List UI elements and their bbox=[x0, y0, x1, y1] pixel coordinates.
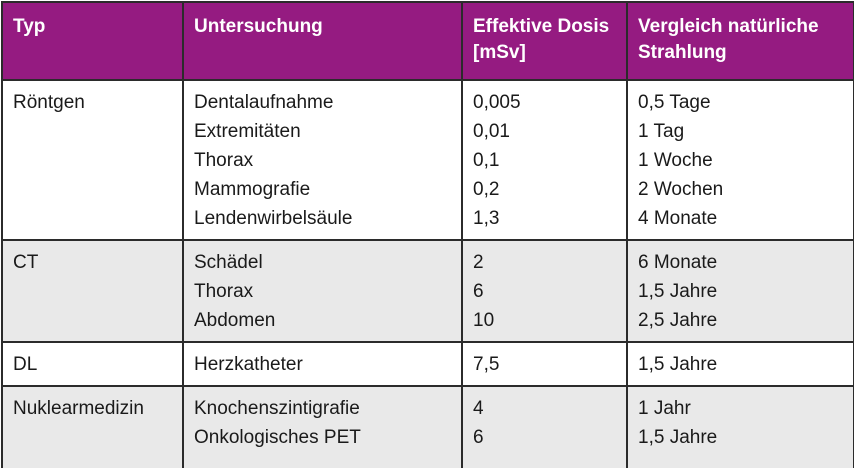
untersuchung-label: Knochenszintigrafie bbox=[194, 398, 360, 419]
vergleich-cell: 6 Monate 1,5 Jahre 2,5 Jahre bbox=[626, 239, 854, 343]
untersuchung-cell: Knochenszintigrafie Onkologisches PET bbox=[182, 385, 463, 468]
vergleich-cell: 1,5 Jahre bbox=[626, 341, 854, 387]
typ-label: DL bbox=[13, 354, 38, 375]
untersuchung-cell: Herzkatheter bbox=[182, 341, 463, 387]
dosis-value: 0,1 bbox=[473, 150, 500, 171]
column-header-untersuchung: Untersuchung bbox=[182, 1, 463, 81]
typ-cell: CT bbox=[1, 239, 184, 343]
typ-cell: DL bbox=[1, 341, 184, 387]
dosis-cell: 4 6 bbox=[461, 385, 628, 468]
typ-cell: Röntgen bbox=[1, 79, 184, 241]
column-header-vergleich: Vergleich natürliche Strahlung bbox=[626, 1, 854, 81]
table-row-roentgen: Röntgen Dentalaufnahme Extremitäten Thor… bbox=[1, 79, 854, 241]
untersuchung-label: Mammografie bbox=[194, 179, 311, 200]
vergleich-value: 1 Woche bbox=[638, 150, 713, 171]
vergleich-value: 0,5 Tage bbox=[638, 92, 711, 113]
dosis-value: 7,5 bbox=[473, 354, 500, 375]
untersuchung-label: Schädel bbox=[194, 252, 263, 273]
untersuchung-label: Onkologisches PET bbox=[194, 427, 361, 448]
dosis-value: 6 bbox=[473, 427, 484, 448]
typ-cell: Nuklearmedizin bbox=[1, 385, 184, 468]
vergleich-value: 4 Monate bbox=[638, 208, 718, 229]
table-row-nuklearmedizin: Nuklearmedizin Knochenszintigrafie Onkol… bbox=[1, 385, 854, 468]
untersuchung-label: Herzkatheter bbox=[194, 354, 303, 375]
vergleich-value: 1 Jahr bbox=[638, 398, 691, 419]
untersuchung-label: Dentalaufnahme bbox=[194, 92, 334, 113]
dosis-value: 2 bbox=[473, 252, 484, 273]
vergleich-value: 1 Tag bbox=[638, 121, 685, 142]
column-header-typ: Typ bbox=[1, 1, 184, 81]
typ-label: Röntgen bbox=[13, 92, 85, 113]
column-header-effektive-dosis: Effektive Dosis [mSv] bbox=[461, 1, 628, 81]
header-row: Typ Untersuchung Effektive Dosis [mSv] V… bbox=[1, 1, 854, 81]
vergleich-cell: 1 Jahr 1,5 Jahre bbox=[626, 385, 854, 468]
dosis-cell: 0,005 0,01 0,1 0,2 1,3 bbox=[461, 79, 628, 241]
dosis-cell: 2 6 10 bbox=[461, 239, 628, 343]
table-row-ct: CT Schädel Thorax Abdomen 2 6 10 6 Monat… bbox=[1, 239, 854, 343]
untersuchung-cell: Schädel Thorax Abdomen bbox=[182, 239, 463, 343]
vergleich-cell: 0,5 Tage 1 Tag 1 Woche 2 Wochen 4 Monate bbox=[626, 79, 854, 241]
table-row-dl: DL Herzkatheter 7,5 1,5 Jahre bbox=[1, 341, 854, 387]
dosis-value: 0,005 bbox=[473, 92, 521, 113]
untersuchung-label: Thorax bbox=[194, 281, 254, 302]
dosis-value: 6 bbox=[473, 281, 484, 302]
untersuchung-label: Lendenwirbelsäule bbox=[194, 208, 353, 229]
untersuchung-label: Abdomen bbox=[194, 310, 276, 331]
dosis-value: 4 bbox=[473, 398, 484, 419]
vergleich-value: 2,5 Jahre bbox=[638, 310, 718, 331]
untersuchung-cell: Dentalaufnahme Extremitäten Thorax Mammo… bbox=[182, 79, 463, 241]
vergleich-value: 2 Wochen bbox=[638, 179, 724, 200]
typ-label: CT bbox=[13, 252, 39, 273]
untersuchung-label: Extremitäten bbox=[194, 121, 301, 142]
dosis-value: 1,3 bbox=[473, 208, 500, 229]
vergleich-value: 6 Monate bbox=[638, 252, 718, 273]
dosis-value: 0,2 bbox=[473, 179, 500, 200]
dosis-value: 0,01 bbox=[473, 121, 510, 142]
dosis-value: 10 bbox=[473, 310, 495, 331]
vergleich-value: 1,5 Jahre bbox=[638, 354, 718, 375]
typ-label: Nuklearmedizin bbox=[13, 398, 144, 419]
vergleich-value: 1,5 Jahre bbox=[638, 281, 718, 302]
untersuchung-label: Thorax bbox=[194, 150, 254, 171]
dosis-cell: 7,5 bbox=[461, 341, 628, 387]
vergleich-value: 1,5 Jahre bbox=[638, 427, 718, 448]
